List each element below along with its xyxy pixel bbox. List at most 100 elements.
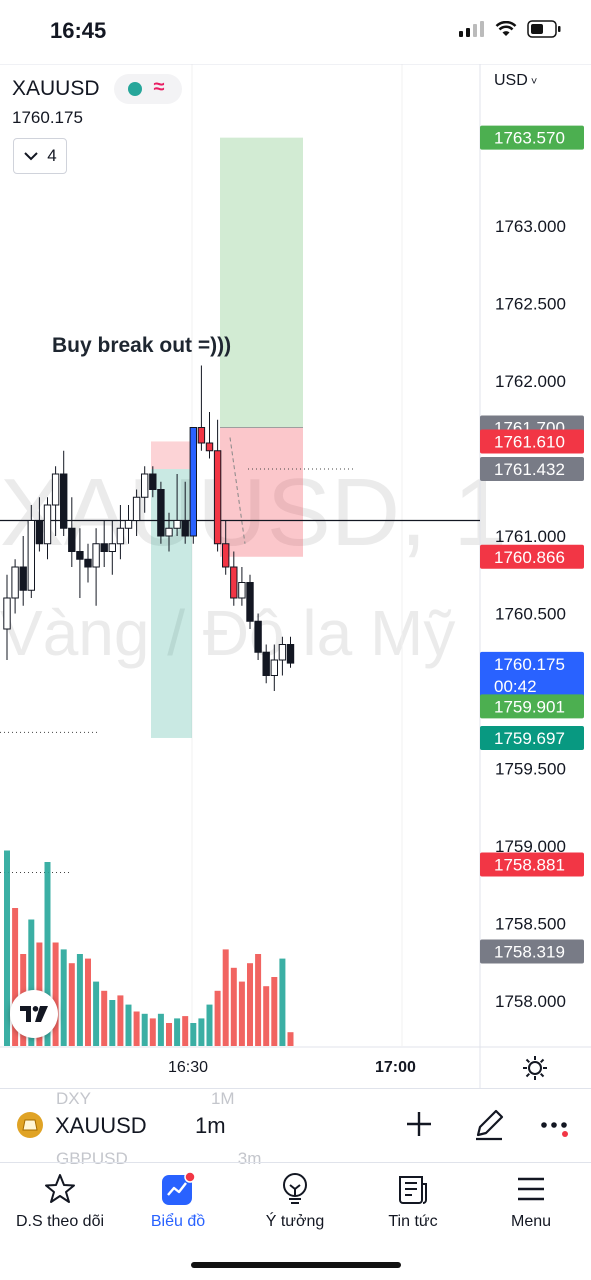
candle-body [254, 620, 262, 653]
volume-bar [149, 1018, 156, 1046]
settings-icon[interactable] [522, 1055, 548, 1081]
candle [181, 481, 189, 544]
tab-chart[interactable]: Biểu đồ [118, 1171, 238, 1231]
candle [262, 644, 270, 684]
symbol-name[interactable]: XAUUSD [12, 77, 100, 100]
star-icon [45, 1174, 75, 1203]
candle [197, 365, 206, 451]
volume-bar [44, 862, 51, 1046]
volume-bar [214, 990, 221, 1046]
price-badge-bg [480, 544, 584, 569]
price-badge: 1761.432 [480, 457, 584, 482]
candle-body [205, 442, 214, 452]
volume-bar [117, 995, 124, 1046]
candle-body [189, 427, 198, 537]
candle-body [60, 473, 68, 529]
candle-body [278, 644, 287, 661]
volume-bar [4, 850, 10, 1046]
status-time: 16:45 [50, 18, 107, 43]
tab-label: Tin tức [388, 1213, 438, 1230]
volume-bar [28, 919, 35, 1046]
candle-body [157, 489, 165, 537]
candle-body [35, 520, 44, 545]
price-badge: 1761.610 [480, 429, 584, 454]
price-axis-tick: 1759.000 [495, 837, 566, 856]
tab-label: Menu [510, 1213, 552, 1230]
symbol-last-price: 1760.175 [12, 108, 83, 127]
price-badge: 1758.319 [480, 939, 584, 964]
position-path-line [229, 437, 246, 544]
price-badge-label: 1758.881 [494, 855, 565, 874]
candle-body [149, 473, 157, 490]
chart-annotation-text[interactable]: Buy break out =))) [52, 334, 232, 357]
volume-bar [238, 981, 245, 1046]
add-icon[interactable] [404, 1109, 434, 1139]
volume-bar [157, 1013, 164, 1046]
chart-icon [162, 1171, 196, 1205]
tab-label: Biểu đồ [150, 1213, 206, 1230]
position-target-zone [151, 469, 192, 738]
volume-bar [141, 1013, 148, 1046]
tradingview-logo-icon[interactable] [10, 990, 58, 1038]
symbol-selector[interactable]: XAUUSD [55, 1113, 147, 1138]
volume-bar [198, 1018, 205, 1046]
candle [68, 497, 76, 567]
delayed-data-icon: ≈ [153, 76, 165, 98]
volume-bar [166, 1023, 172, 1046]
candle [165, 512, 173, 552]
time-axis-label: 16:30 [168, 1059, 209, 1076]
idea-icon [283, 1173, 307, 1204]
price-chart[interactable]: XAUUSD, 1 Vàng / Đô la Mỹ 1763.000 1762.500… [0, 64, 591, 1088]
candle-body [246, 582, 254, 622]
volume-bar [125, 1004, 132, 1046]
tab-ideas[interactable]: Ý tưởng [235, 1171, 355, 1231]
market-status-pill[interactable]: ≈ [113, 74, 182, 104]
candle-body [181, 520, 189, 537]
volume-bar [101, 990, 108, 1046]
signal-icon [459, 21, 484, 37]
position-stop-zone [151, 441, 192, 470]
candle [157, 481, 165, 544]
price-badge: 1760.175 00:42 [480, 651, 584, 698]
price-badge-bg [480, 694, 584, 719]
status-icons [459, 20, 561, 38]
status-bar: 16:45 [0, 0, 591, 64]
currency-selector[interactable]: USD ˅ [494, 72, 537, 90]
volume-bar [133, 1011, 140, 1046]
drawing-pen-icon[interactable] [472, 1107, 506, 1141]
indicators-toggle-button[interactable]: 4 [13, 138, 67, 174]
candle-body [3, 597, 11, 630]
candle-body [108, 543, 116, 552]
price-badge-label: 1760.866 [494, 548, 565, 567]
price-axis-tick: 1759.500 [495, 760, 566, 779]
volume-bar [190, 1023, 197, 1046]
candle [11, 559, 19, 614]
candle [51, 466, 60, 536]
price-axis-tick: 1758.000 [495, 992, 566, 1011]
tab-menu[interactable]: Menu [471, 1171, 591, 1231]
interval-selector[interactable]: 1m [195, 1113, 226, 1138]
candle [19, 536, 27, 606]
candle-body [213, 450, 222, 545]
candle-body [68, 527, 76, 552]
candle [3, 574, 11, 660]
volume-bar [263, 986, 270, 1046]
price-axis-tick: 1763.000 [495, 217, 566, 236]
tab-label: Ý tưởng [265, 1213, 325, 1230]
candle [213, 419, 222, 552]
chart-area[interactable]: XAUUSD, 1 Vàng / Đô la Mỹ 1763.000 1762.500… [0, 64, 591, 1088]
candle [189, 427, 198, 544]
candle-body [286, 644, 295, 664]
more-dots-icon[interactable] [540, 1119, 570, 1137]
candle-body [262, 651, 270, 676]
candle-body [51, 473, 60, 506]
price-badge-bg [480, 125, 584, 150]
price-badge-countdown: 00:42 [494, 677, 537, 696]
price-axis-tick: 1761.000 [495, 527, 566, 546]
gold-symbol-icon [17, 1112, 43, 1138]
tab-news[interactable]: Tin tức [353, 1171, 473, 1231]
tab-watchlist[interactable]: D.S theo dõi [0, 1171, 120, 1231]
candle [286, 636, 295, 668]
volume-bar [12, 908, 19, 1046]
candle [270, 644, 279, 691]
